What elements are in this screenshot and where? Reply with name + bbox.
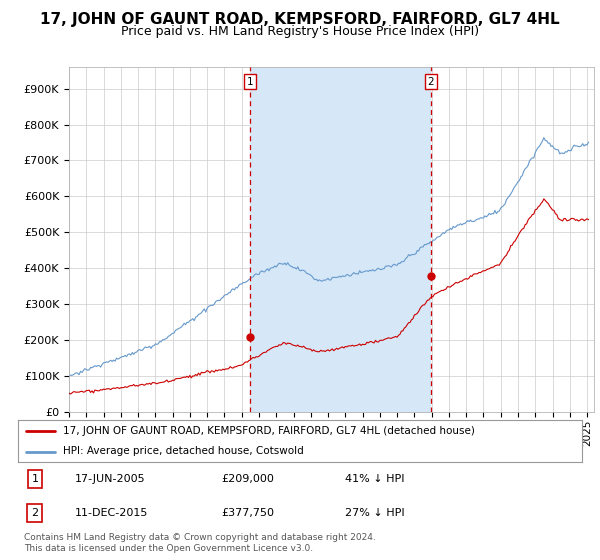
Text: 27% ↓ HPI: 27% ↓ HPI — [345, 508, 405, 518]
Text: 2: 2 — [31, 508, 38, 518]
Text: 17, JOHN OF GAUNT ROAD, KEMPSFORD, FAIRFORD, GL7 4HL (detached house): 17, JOHN OF GAUNT ROAD, KEMPSFORD, FAIRF… — [63, 426, 475, 436]
Text: Price paid vs. HM Land Registry's House Price Index (HPI): Price paid vs. HM Land Registry's House … — [121, 25, 479, 38]
Text: 17, JOHN OF GAUNT ROAD, KEMPSFORD, FAIRFORD, GL7 4HL: 17, JOHN OF GAUNT ROAD, KEMPSFORD, FAIRF… — [40, 12, 560, 27]
Text: Contains HM Land Registry data © Crown copyright and database right 2024.
This d: Contains HM Land Registry data © Crown c… — [24, 533, 376, 553]
Text: 1: 1 — [31, 474, 38, 484]
Text: 17-JUN-2005: 17-JUN-2005 — [74, 474, 145, 484]
Text: 41% ↓ HPI: 41% ↓ HPI — [345, 474, 404, 484]
Text: HPI: Average price, detached house, Cotswold: HPI: Average price, detached house, Cots… — [63, 446, 304, 456]
Text: £377,750: £377,750 — [221, 508, 274, 518]
Text: 11-DEC-2015: 11-DEC-2015 — [74, 508, 148, 518]
Text: 1: 1 — [247, 77, 253, 87]
Text: 2: 2 — [427, 77, 434, 87]
Text: £209,000: £209,000 — [221, 474, 274, 484]
